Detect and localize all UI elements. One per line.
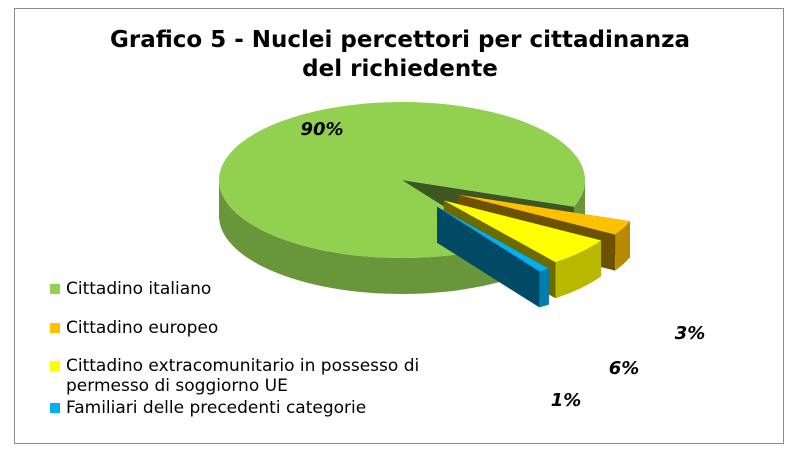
data-label: 6% [609, 358, 640, 379]
legend-swatch [50, 403, 60, 413]
legend-item: Cittadino europeo [50, 318, 470, 338]
legend-label: Familiari delle precedenti categorie [66, 398, 367, 418]
legend-swatch [50, 323, 60, 333]
data-label: 3% [675, 323, 706, 344]
slice-side [555, 240, 602, 299]
slice-cut-face [437, 206, 540, 308]
legend-item: Cittadino italiano [50, 279, 470, 299]
legend-item: Cittadino extracomunitario in possesso d… [50, 356, 470, 396]
slice-side [219, 180, 505, 294]
pie-slice [437, 206, 549, 272]
data-label: 90% [300, 119, 343, 140]
data-label: 1% [551, 390, 582, 411]
legend-swatch [50, 284, 60, 294]
legend-swatch [50, 361, 60, 371]
legend-label: Cittadino europeo [66, 318, 219, 338]
chart-border [14, 8, 784, 444]
pie-slice [458, 194, 630, 235]
legend-item: Familiari delle precedenti categorie [50, 398, 470, 418]
legend-label: Cittadino italiano [66, 279, 212, 299]
pie-slice [443, 200, 602, 263]
slice-side [539, 268, 549, 308]
pie-slice [219, 102, 585, 258]
slice-side [615, 221, 630, 271]
chart-title: Grafico 5 - Nuclei percettori per cittad… [109, 27, 691, 82]
legend-label: Cittadino extracomunitario in possesso d… [66, 356, 420, 396]
